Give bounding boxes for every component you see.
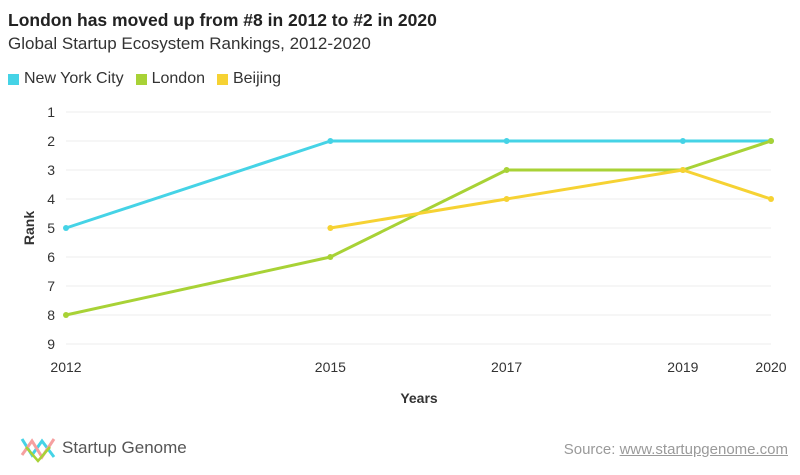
data-point-london	[768, 138, 774, 144]
legend-label-london: London	[151, 70, 205, 87]
y-tick-label: 7	[47, 278, 55, 294]
data-point-beijing	[503, 196, 510, 202]
startup-genome-logo: Startup Genome	[20, 433, 187, 463]
legend-item-london[interactable]: London	[135, 70, 205, 88]
data-point-new-york-city	[503, 138, 510, 144]
y-tick-label: 3	[47, 162, 55, 178]
x-tick-label: 2020	[755, 359, 786, 375]
y-tick-label: 5	[47, 220, 55, 236]
legend-swatch-new-york-city	[8, 73, 19, 85]
data-point-london	[327, 254, 334, 260]
y-tick-label: 6	[47, 249, 55, 265]
x-tick-label: 2015	[315, 359, 346, 375]
legend-swatch-london	[135, 73, 147, 85]
y-tick-label: 2	[47, 133, 55, 149]
x-tick-label: 2012	[50, 359, 81, 375]
data-point-beijing	[679, 167, 686, 173]
x-axis-title: Years	[400, 390, 438, 406]
startup-genome-logo-icon	[20, 438, 56, 463]
source-note: Source: www.startupgenome.com	[564, 441, 788, 458]
legend-label-beijing: Beijing	[232, 70, 282, 87]
data-point-london	[63, 312, 69, 318]
y-axis-title: Rank	[21, 211, 37, 245]
chart-title: London has moved up from #8 in 2012 to #…	[8, 10, 437, 30]
data-point-beijing	[327, 225, 334, 231]
source-link[interactable]: www.startupgenome.com	[619, 441, 788, 458]
y-tick-label: 4	[47, 191, 55, 207]
logo-text: Startup Genome	[62, 438, 187, 457]
data-point-london	[503, 167, 510, 173]
legend-item-new-york-city[interactable]: New York City	[8, 70, 124, 88]
y-tick-label: 9	[47, 336, 55, 352]
data-point-beijing	[768, 196, 774, 202]
data-point-new-york-city	[327, 138, 334, 144]
y-tick-label: 8	[47, 307, 55, 323]
legend: New York City London Beijing	[8, 70, 281, 88]
data-point-new-york-city	[679, 138, 686, 144]
legend-label-new-york-city: New York City	[24, 70, 124, 87]
source-label: Source:	[563, 441, 620, 458]
legend-swatch-beijing	[216, 73, 228, 85]
series-line-beijing	[328, 168, 773, 230]
x-tick-label: 2017	[491, 359, 522, 375]
y-tick-label: 1	[47, 104, 55, 120]
x-tick-label: 2019	[667, 359, 698, 375]
legend-item-beijing[interactable]: Beijing	[216, 70, 282, 88]
data-point-new-york-city	[63, 225, 69, 231]
chart-subtitle: Global Startup Ecosystem Rankings, 2012-…	[8, 34, 371, 53]
